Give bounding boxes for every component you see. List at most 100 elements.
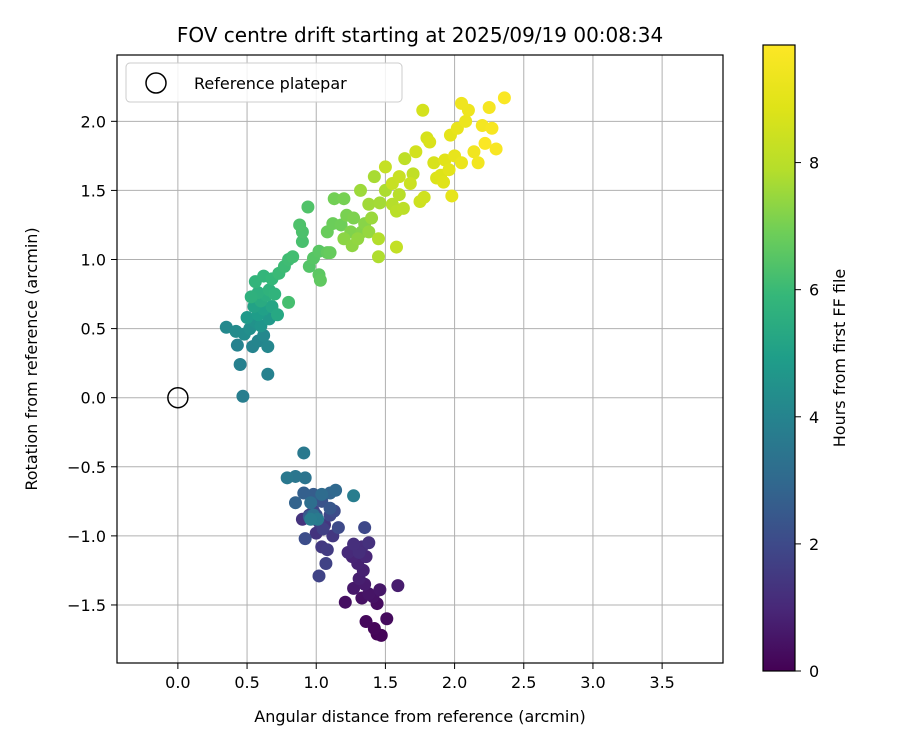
data-point (315, 487, 329, 501)
data-point (316, 522, 330, 536)
data-point (293, 218, 307, 232)
data-point (437, 175, 451, 189)
legend-label: Reference platepar (194, 74, 347, 93)
data-point (230, 338, 244, 352)
data-point (298, 532, 312, 546)
data-point (362, 197, 376, 211)
x-tick-label: 3.0 (580, 673, 605, 692)
data-point (417, 190, 431, 204)
data-point (319, 557, 333, 571)
data-point (297, 486, 311, 500)
data-point (323, 501, 337, 515)
data-point (359, 615, 373, 629)
colorbar-tick-label: 2 (809, 535, 819, 554)
data-point (329, 483, 343, 497)
data-point (286, 250, 300, 264)
data-point (423, 135, 437, 149)
data-point (313, 273, 327, 287)
data-point (403, 177, 417, 191)
data-point (362, 536, 376, 550)
data-point (416, 103, 430, 117)
data-point (489, 142, 503, 156)
x-tick-label: 0.0 (165, 673, 190, 692)
data-point (323, 246, 337, 260)
colorbar-tick-label: 6 (809, 281, 819, 300)
data-point (236, 389, 250, 403)
data-point (392, 170, 406, 184)
x-tick-label: 1.0 (304, 673, 329, 692)
data-point (304, 496, 318, 510)
chart-title: FOV centre drift starting at 2025/09/19 … (177, 23, 663, 47)
y-axis-label: Rotation from reference (arcmin) (22, 227, 41, 490)
y-tick-label: −1.0 (67, 527, 106, 546)
data-point (380, 612, 394, 626)
data-point (459, 114, 473, 128)
data-point (373, 196, 387, 210)
data-point (320, 543, 334, 557)
data-point (485, 121, 499, 135)
data-point (304, 512, 318, 526)
x-axis-ticks: 0.0 0.5 1.0 1.5 2.0 2.5 3.0 3.5 (165, 663, 675, 692)
data-point (409, 145, 423, 159)
data-point (347, 489, 361, 503)
data-point (261, 340, 275, 354)
data-point (471, 156, 485, 170)
data-point (298, 471, 312, 485)
data-point (270, 308, 284, 322)
y-axis-ticks: −1.5 −1.0 −0.5 0.0 0.5 1.0 1.5 2.0 (67, 112, 117, 615)
data-point (354, 183, 368, 197)
y-tick-label: 0.0 (81, 389, 106, 408)
y-tick-label: 2.0 (81, 112, 106, 131)
data-point (282, 295, 296, 309)
data-point (358, 521, 372, 535)
data-point (467, 145, 481, 159)
x-tick-label: 2.5 (511, 673, 536, 692)
data-point (365, 211, 379, 225)
colorbar-tick-label: 0 (809, 662, 819, 681)
data-point (337, 192, 351, 206)
data-point (497, 91, 511, 105)
reference-platepar-marker (167, 386, 189, 409)
data-point (301, 200, 315, 214)
colorbar-label: Hours from first FF file (830, 269, 849, 448)
y-tick-label: 1.5 (81, 181, 106, 200)
colorbar-tick-label: 8 (809, 154, 819, 173)
data-point (427, 156, 441, 170)
data-point (261, 367, 275, 381)
plot-frame (116, 54, 724, 664)
data-point (389, 240, 403, 254)
data-point (392, 188, 406, 202)
data-points (219, 91, 511, 642)
data-point (378, 160, 392, 174)
data-point (233, 358, 247, 372)
colorbar-gradient (762, 44, 796, 672)
data-point (331, 521, 345, 535)
y-tick-label: −1.5 (67, 596, 106, 615)
data-point (288, 496, 302, 510)
data-point (327, 192, 341, 206)
data-point (297, 446, 311, 460)
data-point (334, 218, 348, 232)
x-axis-label: Angular distance from reference (arcmin) (254, 707, 585, 726)
data-point (371, 250, 385, 264)
data-point (445, 189, 459, 203)
data-point (442, 163, 456, 177)
data-point (455, 96, 469, 110)
x-tick-label: 3.5 (649, 673, 674, 692)
data-point (373, 583, 387, 597)
data-point (482, 101, 496, 115)
colorbar-tick-label: 4 (809, 408, 819, 427)
data-point (240, 311, 254, 325)
y-tick-label: 1.0 (81, 251, 106, 270)
x-tick-label: 0.5 (234, 673, 259, 692)
data-point (312, 569, 326, 583)
data-point (398, 152, 412, 166)
data-point (338, 595, 352, 609)
data-point (244, 290, 258, 304)
data-point (280, 471, 294, 485)
legend: Reference platepar (125, 62, 403, 103)
colorbar-ticks: 0 2 4 6 8 (795, 154, 819, 681)
x-tick-label: 2.0 (442, 673, 467, 692)
grid-lines (117, 55, 723, 663)
data-point (268, 287, 282, 301)
